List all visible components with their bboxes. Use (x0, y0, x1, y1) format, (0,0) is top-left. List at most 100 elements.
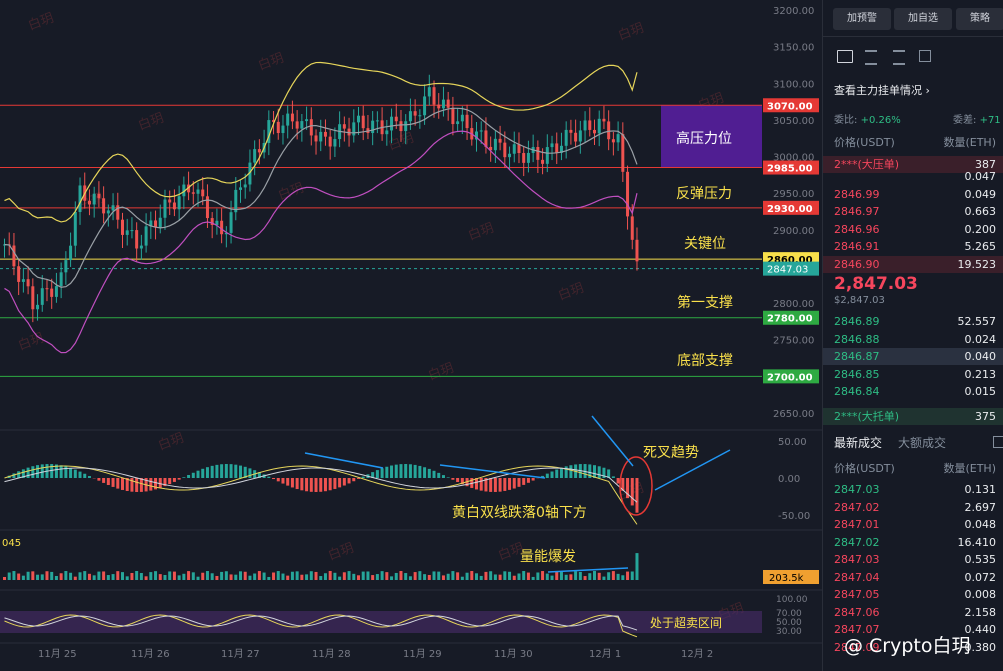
candle-body (300, 121, 304, 129)
strategy-button[interactable]: 策略 (956, 8, 1003, 30)
candle-body (125, 230, 129, 235)
volume-bar (172, 571, 176, 580)
big-ask-row[interactable]: 2***(大压单) 387 (823, 156, 1003, 173)
candle-body (309, 119, 313, 136)
layout-icon-1[interactable] (837, 50, 853, 63)
volume-bar (234, 574, 238, 580)
candle-body (111, 205, 115, 211)
candle-body (583, 120, 587, 131)
macd-bar (338, 478, 342, 488)
volume-bar (380, 571, 384, 580)
volume-bar (26, 571, 30, 580)
volume-bar (564, 574, 568, 580)
candle-body (50, 288, 54, 297)
volume-bar (588, 573, 592, 580)
macd-bar (69, 467, 73, 478)
high-pressure-zone (661, 105, 762, 168)
volume-bar (97, 571, 101, 580)
price-cell: 2846.97 (834, 205, 880, 218)
date-axis-label: 11月 25 (38, 648, 77, 660)
layout-icon-3[interactable] (893, 50, 905, 65)
trade-row[interactable]: 2847.01 0.048 (823, 516, 1003, 533)
trade-row[interactable]: 2847.04 0.072 (823, 569, 1003, 586)
ask-row[interactable]: 2846.96 0.200 (823, 221, 1003, 238)
watermark-text: 白玥 (326, 540, 356, 564)
macd-bar (352, 478, 356, 482)
qty-cell: 0.048 (964, 518, 997, 531)
candle-body (352, 122, 356, 136)
popout-icon[interactable] (919, 50, 931, 62)
macd-bar (286, 478, 290, 486)
trade-row[interactable]: 2847.07 0.440 (823, 621, 1003, 638)
candle-body (243, 184, 247, 188)
add-alert-button[interactable]: 加预警 (833, 8, 891, 30)
volume-bar (390, 576, 394, 580)
layout-icon-2[interactable] (865, 50, 877, 65)
date-axis-label: 11月 26 (131, 648, 170, 660)
trade-row[interactable]: 2847.02 2.697 (823, 499, 1003, 516)
macd-bar (210, 465, 214, 478)
volume-bar (413, 572, 417, 580)
macd-axis-tick: 50.00 (778, 437, 807, 448)
macd-bar (569, 465, 573, 478)
bid-row[interactable]: 2846.84 0.015 (823, 383, 1003, 400)
candle-body (281, 125, 285, 134)
bollinger-lower (4, 130, 638, 354)
candle-body (187, 184, 191, 193)
ask-row[interactable]: 2846.99 0.049 (823, 186, 1003, 203)
ask-row[interactable]: 0.047 (823, 168, 1003, 185)
candle-body (588, 120, 592, 130)
trade-row[interactable]: 2847.09 0.380 (823, 639, 1003, 656)
ask-row[interactable]: 2846.90 19.523 (823, 255, 1003, 273)
volume-bar (479, 575, 483, 580)
candle-body (215, 220, 219, 226)
candle-body (475, 131, 478, 140)
watermark-text: 白玥 (16, 330, 46, 354)
trade-row[interactable]: 2847.02 16.410 (823, 534, 1003, 551)
trade-row[interactable]: 2847.03 0.535 (823, 551, 1003, 568)
bid-row[interactable]: 2846.88 0.024 (823, 331, 1003, 348)
volume-bar (536, 572, 540, 580)
price-axis-tick: 3050.00 (773, 116, 814, 127)
trade-row[interactable]: 2847.03 0.131 (823, 481, 1003, 498)
candle-body (17, 266, 21, 282)
bid-row[interactable]: 2846.89 52.557 (823, 313, 1003, 330)
volume-bar (550, 575, 554, 580)
volume-bar (272, 572, 276, 580)
volume-bar (163, 575, 167, 580)
bid-row[interactable]: 2846.85 0.213 (823, 366, 1003, 383)
volume-bar (31, 571, 35, 580)
rsi-line-2 (4, 615, 638, 631)
volume-bar (361, 571, 365, 580)
chart-canvas[interactable]: 3200.00 3150.00 3100.00 3050.00 3000.00 2950.… (0, 0, 822, 671)
volume-bar (323, 573, 327, 580)
macd-bar (361, 476, 365, 478)
tab-big-trades[interactable]: 大额成交 (898, 436, 947, 450)
ask-row[interactable]: 2846.91 5.265 (823, 238, 1003, 255)
big-bid-row[interactable]: 2***(大托单) 375 (823, 408, 1003, 425)
order-book-link[interactable]: 查看主力挂单情况 › (834, 84, 930, 97)
qty-cell: 0.072 (964, 570, 997, 584)
price-cell: 2847.06 (834, 605, 880, 619)
bid-row[interactable]: 2846.87 0.040 (823, 348, 1003, 365)
tab-latest-trades[interactable]: 最新成交 (834, 436, 883, 450)
candle-body (361, 115, 365, 129)
last-price: 2,847.03 (834, 274, 918, 294)
volume-bar (314, 571, 318, 580)
ask-row[interactable]: 2846.97 0.663 (823, 203, 1003, 220)
candle-body (149, 220, 153, 227)
candle-body (522, 153, 526, 163)
checkbox-icon[interactable] (993, 436, 1003, 448)
add-watchlist-button[interactable]: 加自选 (894, 8, 952, 30)
volume-bar (357, 575, 360, 580)
macd-bar (31, 466, 35, 478)
volume-bar (102, 571, 106, 580)
candle-body (182, 184, 186, 197)
order-book-header: 价格(USDT) 数量(ETH) (834, 136, 996, 149)
trade-row[interactable]: 2847.06 2.158 (823, 604, 1003, 621)
trade-row[interactable]: 2847.05 0.008 (823, 586, 1003, 603)
candlestick-chart[interactable]: 3200.00 3150.00 3100.00 3050.00 3000.00 2950.… (0, 0, 822, 671)
macd-bar (328, 478, 332, 491)
macd-bar (408, 464, 412, 478)
date-axis-label: 12月 1 (589, 648, 621, 660)
